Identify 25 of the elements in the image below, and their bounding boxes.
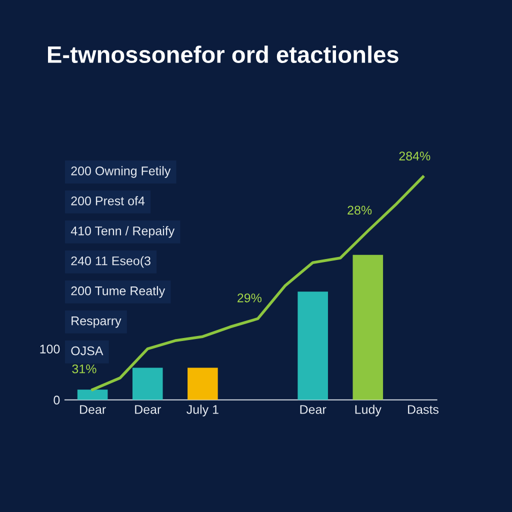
bar bbox=[298, 292, 328, 400]
y-tick-label: 0 bbox=[54, 396, 60, 405]
x-tick-label: Dear bbox=[80, 405, 106, 414]
bar bbox=[77, 390, 108, 400]
bar bbox=[188, 368, 218, 400]
annotation: 410 Tenn / Repaify bbox=[70, 226, 175, 238]
x-tick-label: Dasts bbox=[408, 405, 438, 414]
annotation: 284% bbox=[399, 152, 430, 160]
bar bbox=[352, 254, 384, 400]
x-tick-label: Ludy bbox=[355, 404, 382, 416]
annotation: 31% bbox=[72, 364, 96, 374]
annotation: 200 Prest of4 bbox=[71, 196, 145, 206]
x-tick-label: Dear bbox=[135, 405, 161, 414]
annotation: 240 11 Eseo(3 bbox=[71, 256, 150, 268]
annotation: 200 Tume Reatly bbox=[71, 286, 166, 298]
chart-title: E-twnossonefor ord etactionles bbox=[48, 46, 398, 64]
annotation: 28% bbox=[348, 206, 372, 215]
x-tick-label: July 1 bbox=[186, 404, 218, 416]
annotation: 200 Owning Fetily bbox=[71, 166, 171, 178]
annotation: 29% bbox=[238, 294, 262, 302]
annotation: OJSA bbox=[71, 346, 104, 356]
annotation: Resparry bbox=[72, 316, 122, 328]
y-tick-label: 100 bbox=[40, 344, 60, 354]
bar bbox=[132, 368, 163, 400]
x-tick-label: Dear bbox=[300, 405, 326, 414]
